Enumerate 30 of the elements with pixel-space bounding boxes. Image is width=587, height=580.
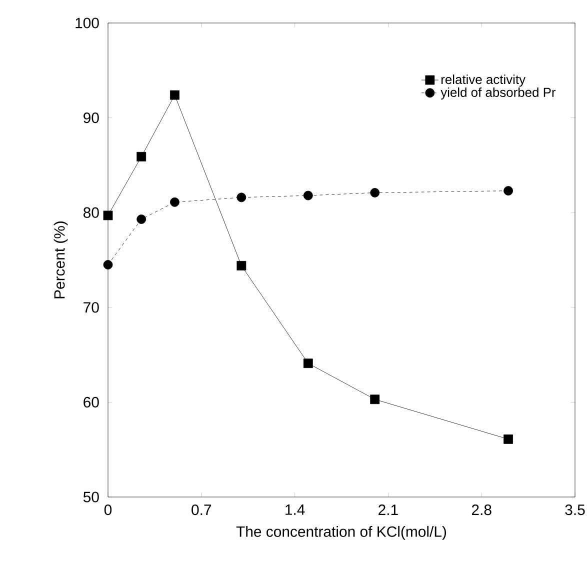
point <box>370 394 380 404</box>
point <box>170 197 180 207</box>
point <box>170 90 180 100</box>
x-tick-label: 1.4 <box>286 504 305 515</box>
y-tick-label: 50 <box>83 492 99 502</box>
point <box>136 152 146 162</box>
legend-label: yield of absorbed Pr <box>440 87 556 100</box>
point <box>136 214 146 224</box>
y-axis-title: Percent (%) <box>54 222 68 298</box>
x-tick-label: 0.7 <box>192 504 212 516</box>
x-tick-label: 2.1 <box>378 504 398 515</box>
point <box>504 434 513 444</box>
y-tick-label: 60 <box>84 396 99 408</box>
point <box>303 190 313 200</box>
y-tick-label: 80 <box>84 207 99 218</box>
point <box>504 186 513 196</box>
y-tick-label: 100 <box>76 18 99 28</box>
point <box>303 358 313 368</box>
point <box>236 192 246 202</box>
point <box>103 210 113 220</box>
x-tick-label: 0 <box>104 504 112 516</box>
point <box>370 188 380 198</box>
y-tick-label: 90 <box>84 112 99 124</box>
legend-label: relative activity <box>441 74 526 87</box>
x-tick-label: 2.8 <box>472 504 492 516</box>
point <box>236 260 246 270</box>
x-axis-title: The concentration of KCl(mol/L) <box>236 526 446 540</box>
x-tick-label: 3.5 <box>565 504 585 516</box>
point <box>103 260 113 270</box>
y-tick-label: 70 <box>84 302 99 313</box>
